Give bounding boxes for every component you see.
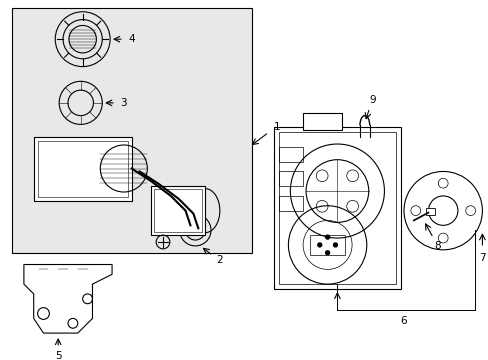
- Bar: [278, 171, 303, 186]
- Bar: [278, 132, 395, 284]
- Text: 5: 5: [55, 351, 61, 360]
- Bar: [34, 137, 131, 201]
- Text: 8: 8: [433, 241, 440, 251]
- Bar: [12, 8, 252, 253]
- Circle shape: [325, 235, 329, 239]
- Bar: [273, 127, 400, 289]
- Text: 6: 6: [400, 316, 407, 326]
- Text: 3: 3: [120, 98, 127, 108]
- Circle shape: [333, 243, 337, 247]
- Text: 7: 7: [478, 253, 485, 263]
- Bar: [38, 141, 127, 197]
- Circle shape: [317, 243, 321, 247]
- Bar: [278, 196, 303, 211]
- Bar: [151, 186, 205, 235]
- Bar: [309, 235, 345, 255]
- Text: 2: 2: [216, 255, 223, 265]
- Bar: [425, 208, 434, 215]
- Bar: [303, 113, 342, 130]
- Text: 4: 4: [128, 34, 135, 44]
- Text: 9: 9: [368, 95, 375, 105]
- Circle shape: [325, 251, 329, 255]
- Bar: [278, 147, 303, 162]
- Bar: [154, 189, 202, 232]
- Text: 1: 1: [273, 122, 280, 132]
